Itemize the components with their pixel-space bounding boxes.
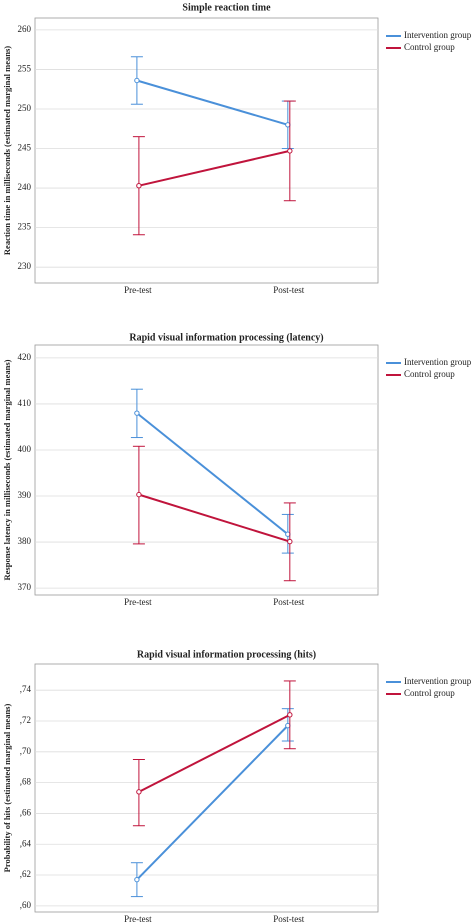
point [134,876,140,883]
y-tick-label: 255 [18,63,32,73]
chart-title: Rapid visual information processing (hit… [137,649,316,660]
chart-title: Simple reaction time [182,2,271,13]
y-tick-label: 420 [18,352,32,362]
series-line [136,412,289,536]
y-tick-label: ,64 [20,838,32,848]
point [136,183,142,189]
series-line [136,79,289,126]
y-tick-label: 380 [18,536,32,546]
plot-frame [34,17,379,284]
x-tick-label: Post-test [273,285,305,295]
y-axis-label: Response latency in milliseconds (estima… [2,359,12,580]
y-tick-label: 260 [18,24,32,34]
legend-label: Control group [404,688,455,698]
chart-title: Rapid visual information processing (lat… [129,332,323,343]
y-tick-label: ,72 [20,715,31,725]
y-tick-label: ,62 [20,869,31,879]
series-line [136,724,289,881]
series-line [138,493,291,543]
y-tick-label: ,60 [20,900,32,910]
point [136,491,142,498]
y-tick-label: 235 [18,222,32,232]
y-tick-label: 400 [18,444,32,454]
point [134,410,140,416]
y-tick-label: 250 [18,103,32,113]
y-tick-label: 370 [18,582,32,592]
y-tick-label: 410 [18,398,32,408]
x-tick-label: Post-test [273,597,305,607]
legend-label: Intervention group [404,357,472,367]
x-tick-label: Pre-test [124,914,152,924]
x-tick-label: Post-test [273,914,305,924]
series-line [138,149,291,187]
y-tick-label: ,74 [20,684,32,694]
legend-label: Control group [404,369,455,379]
point [134,77,140,84]
y-tick-label: ,66 [20,807,32,817]
y-tick-label: 230 [18,261,32,271]
point [136,789,142,795]
y-tick-label: ,70 [20,746,32,756]
point [287,712,293,718]
x-tick-label: Pre-test [124,285,152,295]
point [287,148,293,154]
x-tick-label: Pre-test [124,597,152,607]
legend-label: Control group [404,42,455,52]
series-line [138,713,291,793]
legend-label: Intervention group [404,676,472,686]
plot-frame [34,344,379,596]
y-tick-label: 245 [18,143,32,153]
y-tick-label: 390 [18,490,32,500]
legend-label: Intervention group [404,30,472,40]
y-axis-label: Reaction time in milliseconds (estimated… [2,46,12,255]
plot-frame [34,663,379,913]
y-tick-label: 240 [18,182,32,192]
y-tick-label: ,68 [20,777,32,787]
y-axis-label: Probability of hits (estimated marginal … [2,704,12,873]
point [287,538,293,545]
